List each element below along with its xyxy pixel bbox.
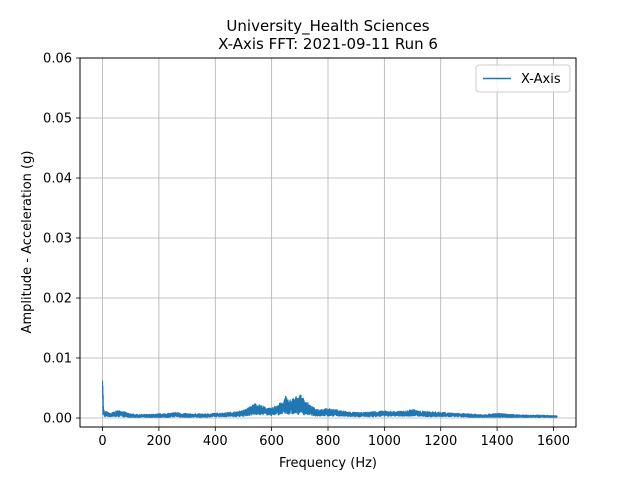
plot-area	[102, 380, 558, 418]
x-tick-label: 200	[146, 434, 171, 449]
y-tick-label: 0.04	[43, 172, 72, 187]
y-tick-label: 0.06	[43, 52, 72, 67]
legend: X-Axis	[475, 64, 571, 93]
x-tick-label: 1000	[368, 434, 401, 449]
y-tick-label: 0.05	[43, 112, 72, 127]
chart-title: University_Health Sciences	[226, 17, 429, 36]
x-tick-label: 1200	[424, 434, 457, 449]
y-tick-label: 0.00	[43, 412, 72, 427]
axis-ticks: 0 200 400 600 800 1000 1200 1400 1600 0.00 0.01 0.0…	[43, 52, 570, 450]
x-tick-label: 1400	[481, 434, 514, 449]
x-axis-label: Frequency (Hz)	[279, 456, 377, 471]
x-tick-label: 800	[316, 434, 341, 449]
y-tick-label: 0.03	[43, 232, 72, 247]
legend-box	[475, 64, 571, 93]
grid	[80, 57, 576, 427]
series-line-x-axis	[102, 380, 558, 418]
y-tick-label: 0.02	[43, 292, 72, 307]
y-tick-label: 0.01	[43, 352, 72, 367]
x-tick-label: 1600	[537, 434, 570, 449]
x-tick-label: 0	[98, 434, 106, 449]
x-tick-label: 400	[203, 434, 228, 449]
legend-label: X-Axis	[521, 72, 561, 87]
chart-subtitle: X-Axis FFT: 2021-09-11 Run 6	[218, 35, 438, 53]
y-axis-label: Amplitude - Acceleration (g)	[20, 151, 35, 334]
x-tick-label: 600	[259, 434, 284, 449]
